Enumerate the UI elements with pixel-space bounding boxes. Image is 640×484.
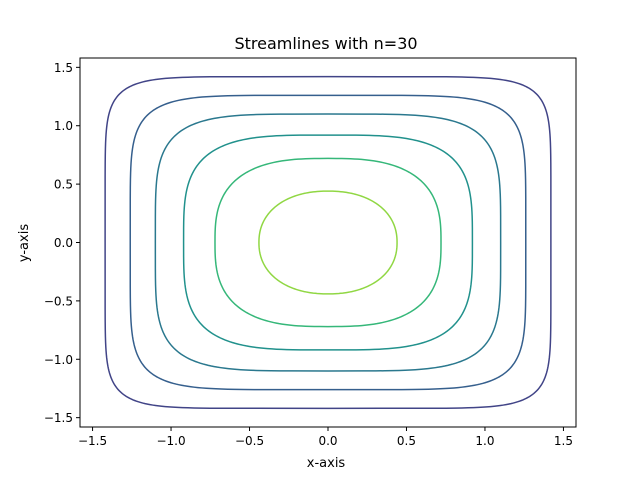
- y-axis-label: y-axis: [17, 224, 32, 262]
- contour-line-3: [154, 113, 502, 372]
- y-tick-label: −1.5: [44, 411, 73, 425]
- x-tick-label: −1.5: [78, 434, 107, 448]
- x-tick-label: −1.0: [156, 434, 185, 448]
- contour-line-2: [129, 94, 527, 391]
- contour-line-4: [182, 134, 474, 351]
- y-tick-label: 1.0: [54, 119, 73, 133]
- contour-line-5: [214, 157, 442, 328]
- y-axis-ticks: −1.5 −1.0 −0.5 0.0 0.5 1.0 1.5: [44, 61, 80, 425]
- x-tick-label: 1.5: [554, 434, 573, 448]
- y-tick-label: −1.0: [44, 353, 73, 367]
- x-tick-label: 0.5: [397, 434, 416, 448]
- chart-title: Streamlines with n=30: [234, 34, 417, 53]
- x-tick-label: 0.0: [318, 434, 337, 448]
- x-axis-ticks: −1.5 −1.0 −0.5 0.0 0.5 1.0 1.5: [78, 427, 573, 448]
- contour-lines: [104, 75, 552, 410]
- x-tick-label: −0.5: [235, 434, 264, 448]
- contour-line-6: [258, 190, 398, 295]
- y-tick-label: 1.5: [54, 61, 73, 75]
- x-tick-label: 1.0: [475, 434, 494, 448]
- x-axis-label: x-axis: [307, 456, 346, 471]
- y-tick-label: −0.5: [44, 294, 73, 308]
- contour-line-1: [104, 75, 552, 410]
- y-tick-label: 0.0: [54, 236, 73, 250]
- y-tick-label: 0.5: [54, 178, 73, 192]
